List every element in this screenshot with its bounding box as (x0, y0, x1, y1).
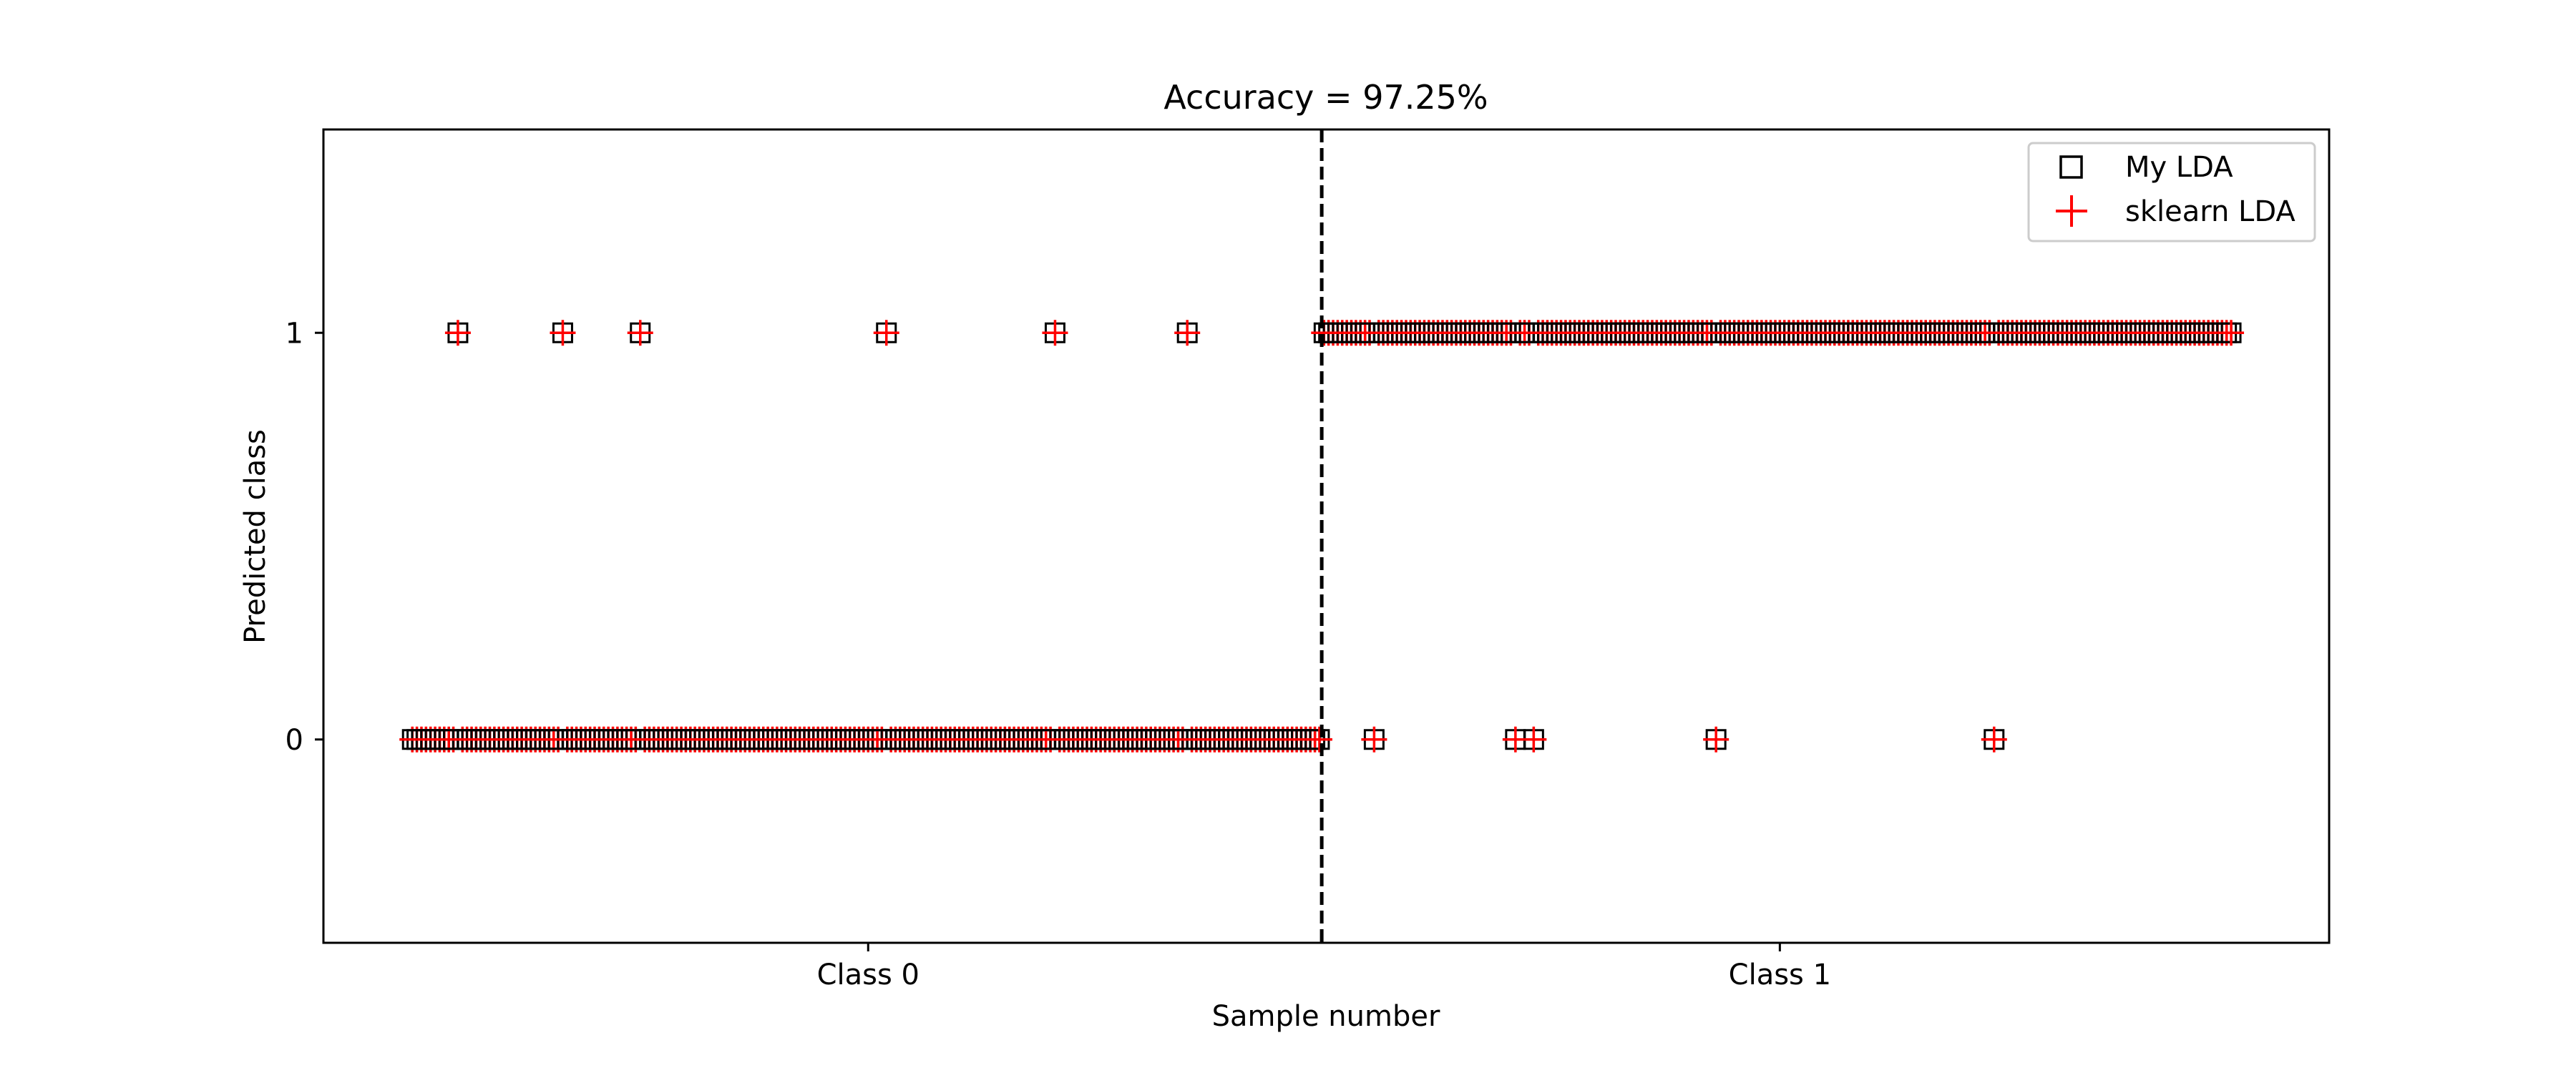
sklearn-lda-point (2218, 320, 2245, 346)
legend: My LDA sklearn LDA (2027, 142, 2316, 242)
sklearn-lda-point (1306, 726, 1332, 753)
legend-frame (2027, 142, 2316, 242)
x-tick-label: Class 0 (817, 959, 919, 991)
sklearn-lda-point (1981, 726, 2007, 753)
x-axis-ticks: Class 0 Class 1 (817, 943, 1831, 991)
legend-marker-my-lda (2059, 155, 2083, 179)
y-axis-label: Predicted class (239, 429, 272, 644)
sklearn-lda-point (1174, 320, 1201, 346)
legend-label-sklearn-lda: sklearn LDA (2125, 195, 2296, 228)
sklearn-lda-point (1521, 726, 1547, 753)
legend-label-my-lda: My LDA (2125, 151, 2233, 184)
sklearn-lda-point (444, 320, 471, 346)
x-axis-label: Sample number (1212, 1000, 1440, 1033)
sklearn-lda-point (873, 320, 899, 346)
legend-marker-sklearn-lda (2056, 195, 2087, 227)
plot-frame (322, 128, 2331, 944)
plot-marks (399, 320, 2245, 753)
sklearn-lda-point (550, 320, 576, 346)
chart-title: Accuracy = 97.25% (1163, 78, 1488, 117)
sklearn-lda-point (1703, 726, 1729, 753)
sklearn-lda-point (1361, 726, 1387, 753)
sklearn-lda-point (1042, 320, 1068, 346)
y-axis-ticks: 01 (286, 317, 323, 757)
sklearn-lda-point (627, 320, 653, 346)
y-tick-label: 1 (286, 317, 303, 350)
y-tick-label: 0 (286, 724, 303, 757)
x-tick-label: Class 1 (1729, 959, 1831, 991)
